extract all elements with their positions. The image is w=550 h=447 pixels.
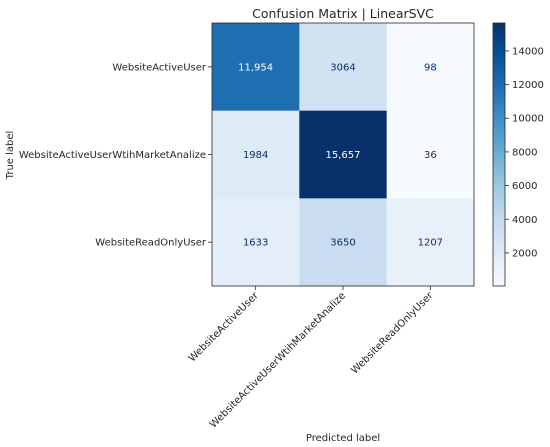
y-tick-label: WebsiteActiveUser [112,62,206,73]
y-tick-label: WebsiteActiveUserWtihMarketAnalize [19,150,206,161]
colorbar-ticks: 2000 4000 6000 8000 10000 12000 14000 [505,46,544,259]
y-tick-label: WebsiteReadOnlyUser [95,238,207,249]
x-tick-label: WebsiteActiveUser [187,290,262,365]
y-axis-ticks: WebsiteActiveUser WebsiteActiveUserWtihMa… [19,62,212,249]
x-tick-label: WebsiteActiveUserWtihMarketAnalize [208,290,348,430]
cell-value-2-1: 3650 [330,238,355,249]
matrix-cell-2-2 [386,198,475,287]
x-tick-label: WebsiteReadOnlyUser [349,290,436,377]
colorbar-tick-label: 12000 [512,80,544,91]
cell-value-2-0: 1633 [243,238,268,249]
colorbar-tick-label: 10000 [512,114,544,125]
colorbar-tick-label: 14000 [512,46,544,57]
cell-value-0-0: 11,954 [238,62,273,73]
cell-value-1-2: 36 [424,150,437,161]
cell-value-2-2: 1207 [418,238,443,249]
colorbar-tick-label: 8000 [512,147,537,158]
matrix-cell-1-0 [212,110,300,199]
colorbar [492,22,506,287]
cell-value-0-2: 98 [424,62,437,73]
y-axis-label: True label [5,131,16,181]
colorbar-tick-label: 6000 [512,181,537,192]
cell-value-1-0: 1984 [243,150,268,161]
matrix-cell-0-2 [386,23,475,112]
chart-title: Confusion Matrix | LinearSVC [252,6,434,21]
matrix-cell-2-1 [299,198,388,287]
colorbar-tick-label: 2000 [512,248,537,259]
matrix-cell-2-0 [212,198,300,287]
matrix-cells: 11,954 3064 98 1984 15,657 36 1633 3650 1207 [212,23,475,287]
matrix-cell-0-0 [212,23,300,112]
colorbar-tick-label: 4000 [512,215,537,226]
cell-value-1-1: 15,657 [326,150,361,161]
matrix-cell-1-1 [299,110,388,199]
x-axis-ticks: WebsiteActiveUserWebsiteActiveUserWtihMa… [187,286,436,430]
matrix-cell-1-2 [386,110,475,199]
matrix-cell-0-1 [299,23,388,112]
x-axis-label: Predicted label [306,433,380,444]
cell-value-0-1: 3064 [330,62,355,73]
